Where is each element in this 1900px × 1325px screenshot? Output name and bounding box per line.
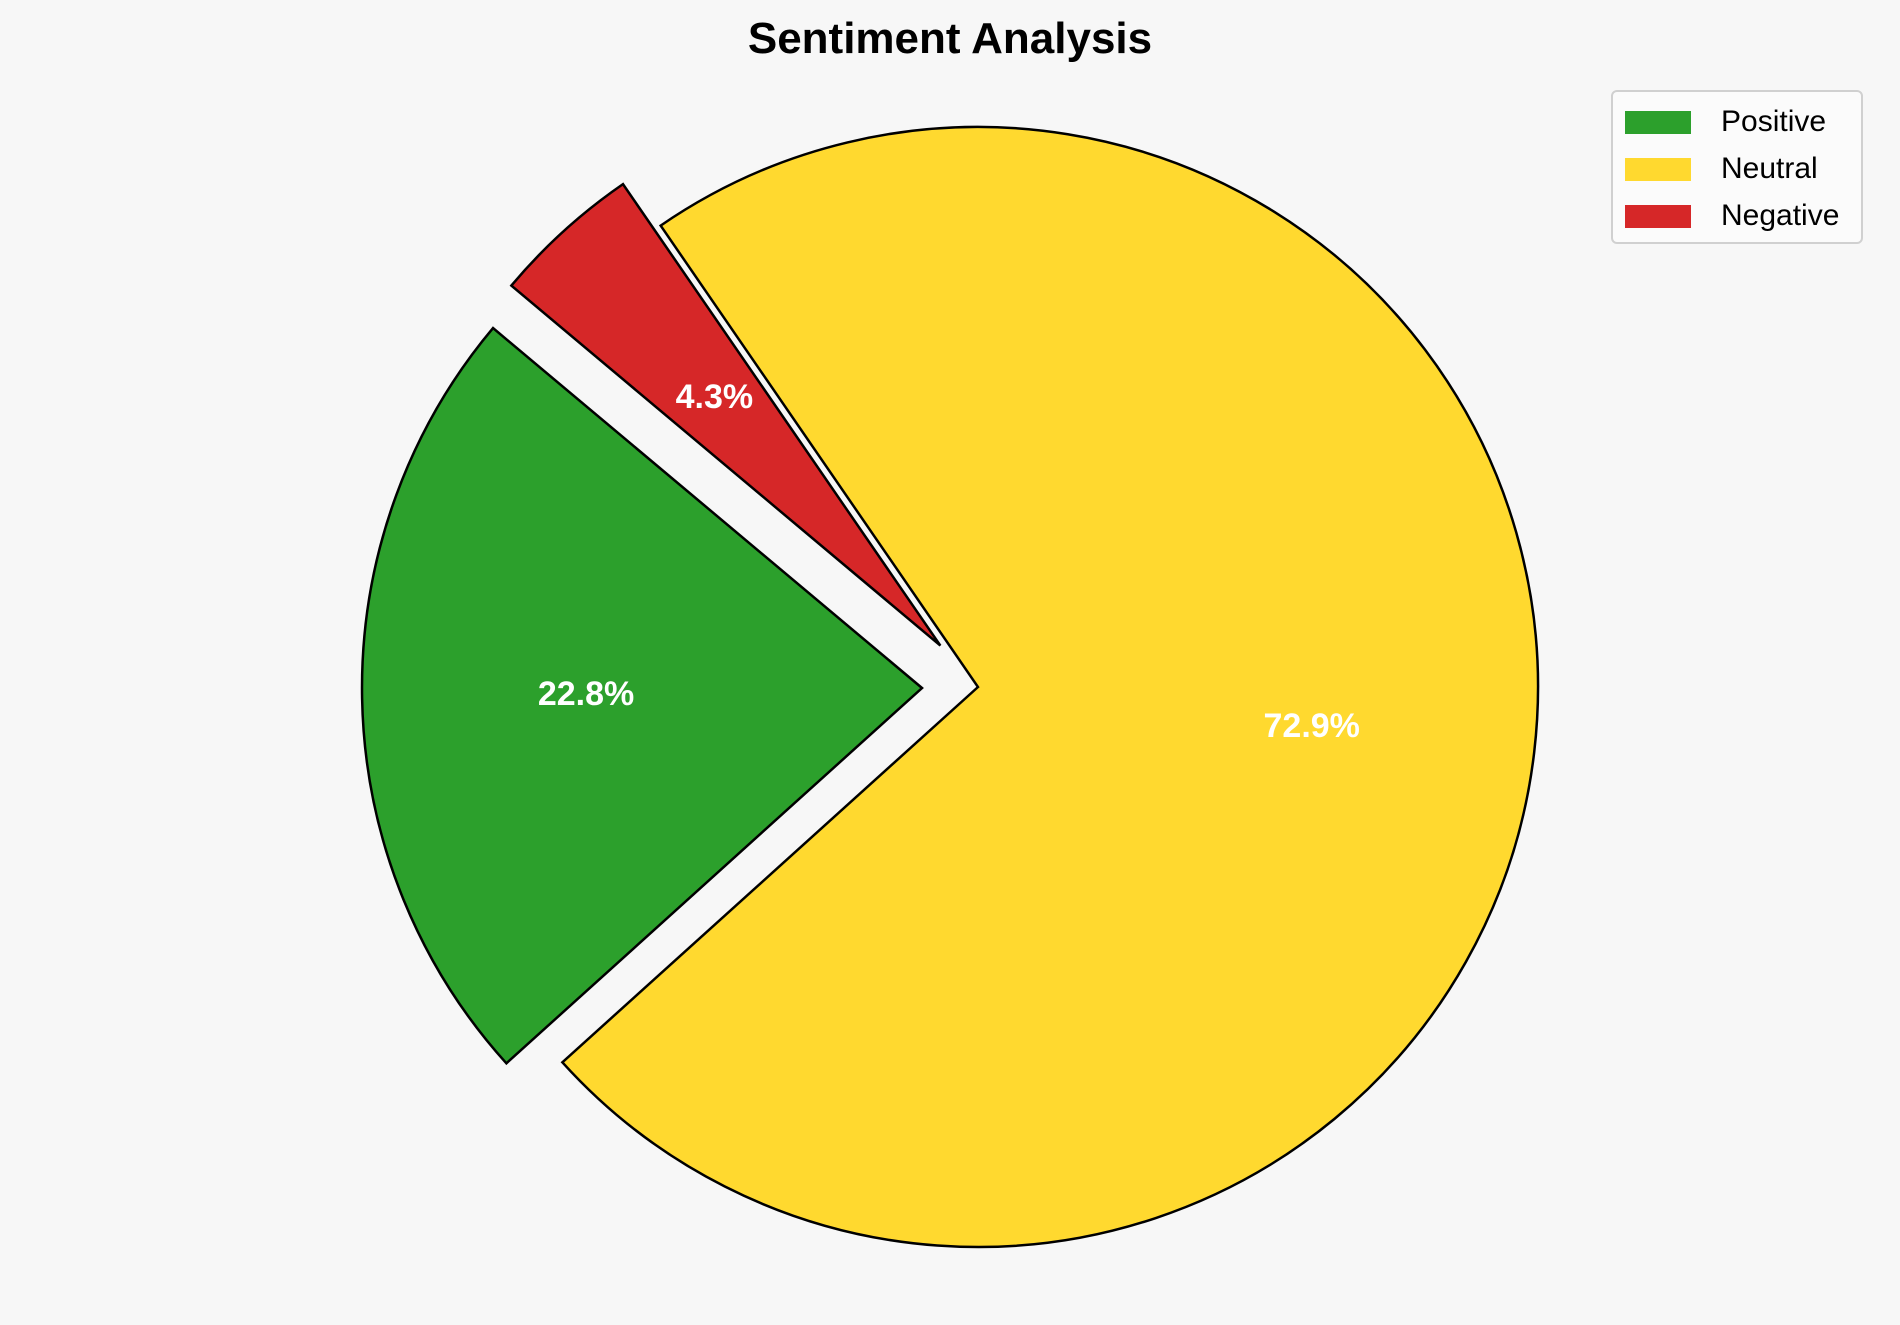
legend-label-positive: Positive [1721,105,1827,138]
legend-item-negative: Negative [1625,196,1839,236]
legend-label-neutral: Neutral [1721,152,1818,185]
legend-swatch-negative [1625,204,1691,228]
legend: Positive Neutral Negative [1611,90,1863,244]
pie-label-negative: 4.3% [676,378,754,416]
pie-label-neutral: 72.9% [1264,707,1360,745]
chart-title: Sentiment Analysis [747,14,1153,63]
pie-label-positive: 22.8% [538,675,634,713]
pie-slice-positive [360,326,924,1066]
pie-slice-neutral [560,125,1540,1249]
legend-item-positive: Positive [1625,102,1826,142]
legend-swatch-neutral [1625,157,1691,181]
legend-item-neutral: Neutral [1625,149,1818,189]
pie-slice-negative [509,182,942,647]
legend-swatch-positive [1625,110,1691,134]
legend-label-negative: Negative [1721,199,1840,232]
